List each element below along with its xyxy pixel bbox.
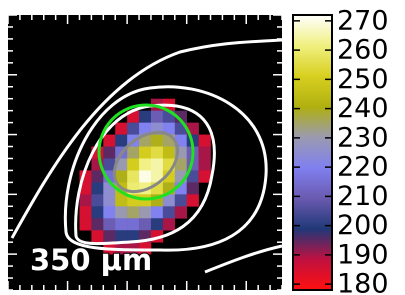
heatmap-cell: [151, 218, 163, 230]
heatmap-cell: [115, 206, 127, 218]
colorbar-tick-label: 270: [337, 5, 389, 36]
heatmap-cell: [91, 182, 103, 194]
heatmap-cell: [91, 218, 103, 230]
heatmap-cell: [91, 194, 103, 206]
colorbar-tick-label: 240: [337, 93, 389, 124]
heatmap-cell: [199, 147, 211, 159]
heatmap-cell: [91, 170, 103, 182]
colorbar-tick-label: 200: [337, 210, 389, 241]
heatmap-cell: [151, 135, 163, 147]
heatmap-cell: [163, 147, 175, 159]
colorbar: [293, 15, 332, 290]
wavelength-label: 350 μm: [30, 243, 152, 277]
heatmap-cell: [103, 147, 115, 159]
heatmap-cell: [151, 147, 163, 159]
heatmap-cell: [115, 123, 127, 135]
heatmap-cell: [151, 111, 163, 123]
heatmap-cell: [79, 206, 91, 218]
heatmap-cell: [127, 170, 139, 182]
colorbar-tick-label: 250: [337, 64, 389, 95]
heatmap-cell: [115, 135, 127, 147]
heatmap-cell: [127, 123, 139, 135]
colorbar-tick-label: 210: [337, 181, 389, 212]
heatmap-cell: [103, 194, 115, 206]
chart: 350 μm 180190200210220230240250260270: [0, 0, 405, 295]
heatmap-cell: [199, 170, 211, 182]
heatmap-cell: [163, 206, 175, 218]
heatmap-cell: [139, 111, 151, 123]
colorbar-tick-label: 230: [337, 122, 389, 153]
heatmap-cell: [139, 218, 151, 230]
heatmap-cell: [139, 158, 151, 170]
heatmap-cell: [103, 230, 115, 242]
heatmap-cell: [175, 194, 187, 206]
heatmap-cell: [139, 206, 151, 218]
heatmap-cell: [151, 206, 163, 218]
colorbar-tick-label: 180: [337, 269, 389, 295]
heatmap-cell: [151, 158, 163, 170]
heatmap-cell: [175, 206, 187, 218]
heatmap-cell: [127, 147, 139, 159]
heatmap-cell: [103, 135, 115, 147]
heatmap-cell: [163, 218, 175, 230]
heatmap-cell: [199, 158, 211, 170]
heatmap-cell: [127, 218, 139, 230]
heatmap-cell: [91, 206, 103, 218]
heatmap-cell: [139, 170, 151, 182]
heatmap-cell: [187, 182, 199, 194]
heatmap-cell: [115, 194, 127, 206]
heatmap-cell: [127, 158, 139, 170]
heatmap-cell: [91, 230, 103, 242]
colorbar-tick-label: 220: [337, 152, 389, 183]
heatmap-cell: [103, 206, 115, 218]
heatmap-cell: [199, 135, 211, 147]
colorbar-tick-label: 260: [337, 35, 389, 66]
heatmap-cell: [103, 218, 115, 230]
heatmap-cell: [127, 206, 139, 218]
heatmap-cell: [139, 147, 151, 159]
heatmap-cell: [79, 218, 91, 230]
heatmap-cell: [79, 194, 91, 206]
colorbar-tick-label: 190: [337, 239, 389, 270]
heatmap-cell: [187, 194, 199, 206]
heatmap-cell: [115, 218, 127, 230]
heatmap-cell: [115, 230, 127, 242]
